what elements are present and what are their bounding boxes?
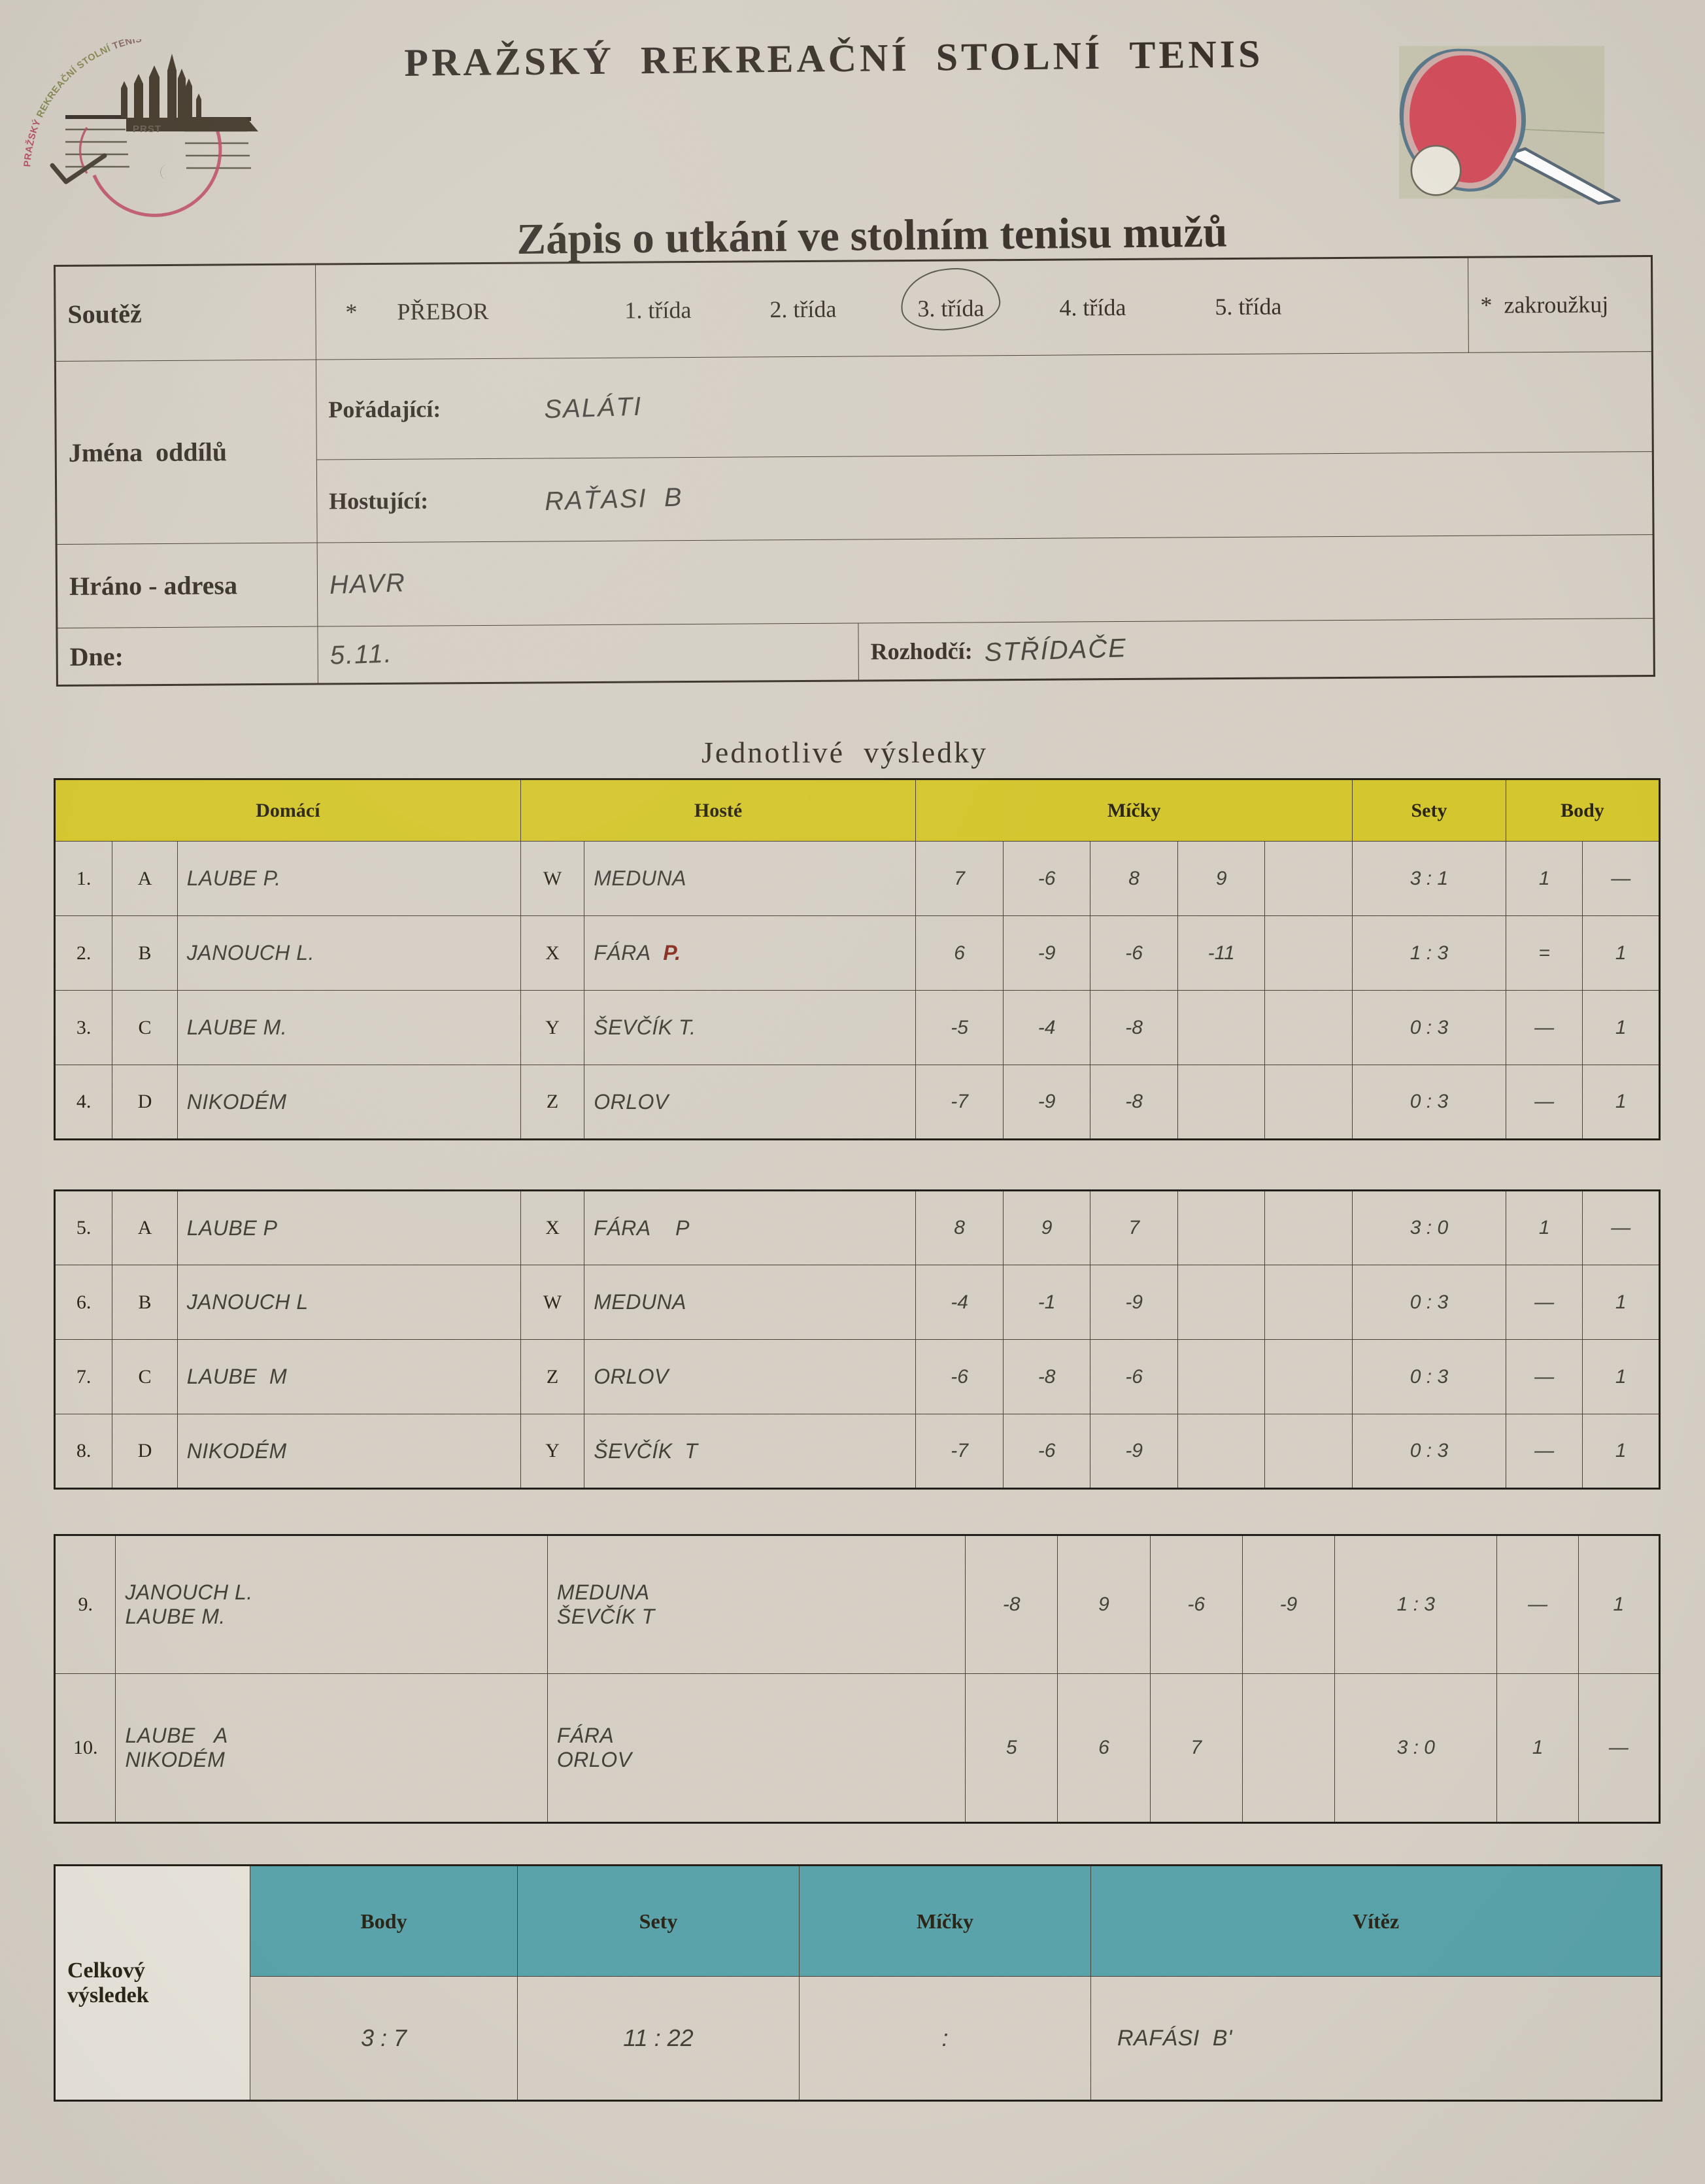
svg-text:PRST: PRST <box>133 124 161 135</box>
